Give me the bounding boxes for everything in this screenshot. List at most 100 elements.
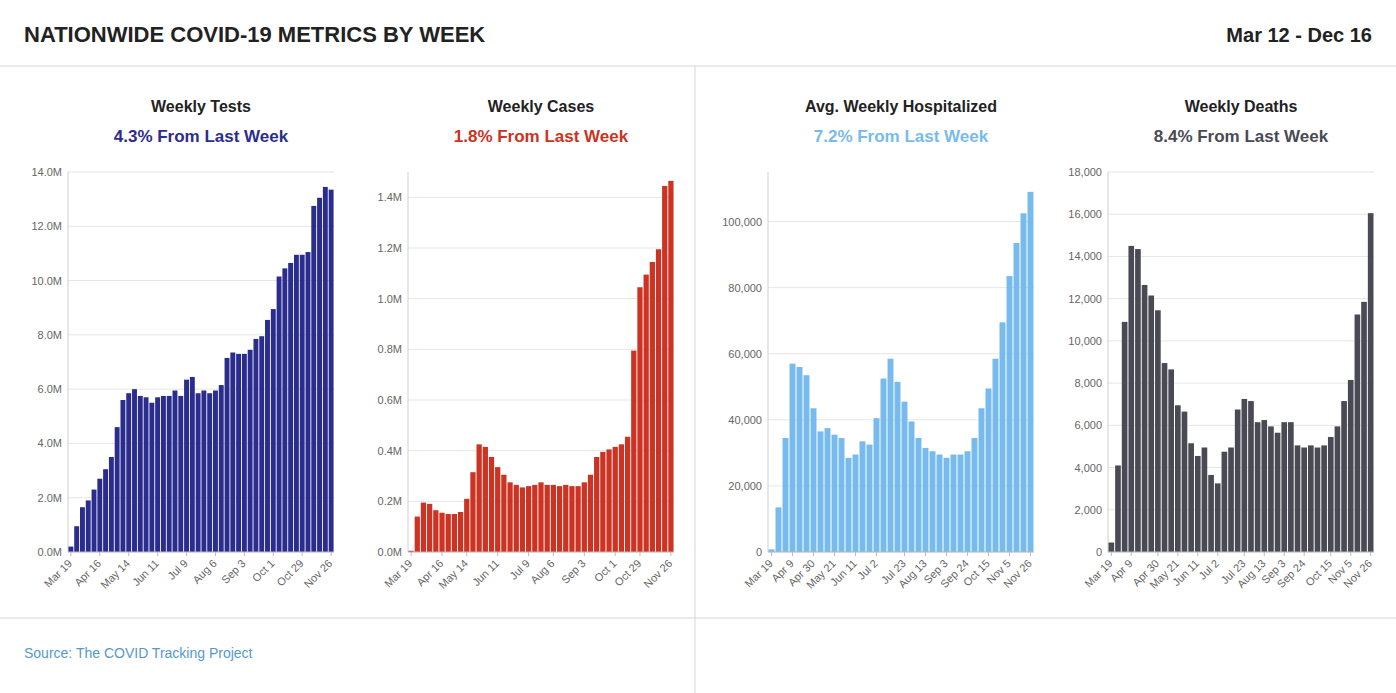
- bar: [167, 396, 172, 552]
- bar: [1248, 401, 1254, 552]
- y-tick-label: 2.0M: [38, 492, 62, 504]
- x-tick: [792, 552, 793, 556]
- chart: NATIONWIDE COVID-19 METRICS BY WEEK Mar 1…: [0, 0, 1396, 693]
- y-tick-label: 1.0M: [378, 293, 402, 305]
- bar: [1115, 465, 1121, 552]
- bars: [408, 181, 673, 552]
- bar: [613, 447, 618, 552]
- panel: Weekly Deaths8.4% From Last Week02,0004,…: [1068, 98, 1374, 591]
- bar: [207, 393, 212, 552]
- bar: [452, 514, 457, 552]
- grid-line: [1108, 552, 1374, 553]
- panel-title: Weekly Tests: [151, 98, 251, 115]
- x-tick: [615, 552, 616, 556]
- x-tick-label: Mar 19: [382, 557, 415, 590]
- grid-line: [408, 349, 674, 350]
- bar: [1275, 433, 1281, 552]
- x-tick-label: Jun 11: [828, 557, 859, 588]
- pct-change: 8.4% From Last Week: [1154, 127, 1329, 146]
- x-tick: [1350, 552, 1351, 556]
- bar: [271, 309, 276, 552]
- bar: [972, 438, 978, 552]
- x-tick: [99, 552, 100, 556]
- bar: [1208, 475, 1214, 552]
- bar: [277, 277, 282, 553]
- bar: [520, 487, 525, 552]
- bar: [563, 485, 568, 552]
- y-tick-label: 0.2M: [378, 495, 402, 507]
- bar: [1188, 443, 1194, 552]
- y-tick-label: 0.0M: [38, 546, 62, 558]
- bar: [1168, 369, 1174, 552]
- bar: [213, 391, 218, 553]
- bar: [1155, 310, 1161, 552]
- y-tick-label: 1.2M: [378, 242, 402, 254]
- bar: [514, 485, 519, 552]
- y-tick-label: 10,000: [1068, 335, 1102, 347]
- bar: [979, 408, 985, 552]
- bar: [902, 402, 908, 552]
- bar: [144, 397, 149, 552]
- bar: [294, 255, 299, 552]
- y-tick-label: 0.0M: [378, 546, 402, 558]
- y-tick-label: 8.0M: [38, 329, 62, 341]
- x-tick-label: Jun 11: [470, 557, 501, 588]
- x-tick: [813, 552, 814, 556]
- bar: [80, 507, 85, 552]
- bar: [631, 351, 636, 552]
- bar: [300, 255, 305, 552]
- y-tick-label: 20,000: [728, 480, 762, 492]
- bar: [1261, 420, 1267, 552]
- bar: [1128, 246, 1134, 552]
- x-tick: [1157, 552, 1158, 556]
- x-tick: [1111, 552, 1112, 556]
- x-tick: [925, 552, 926, 556]
- bar: [483, 447, 488, 552]
- bar: [986, 388, 992, 552]
- x-tick: [331, 552, 332, 556]
- bar: [109, 457, 114, 552]
- bar: [458, 512, 463, 552]
- bar: [1228, 448, 1234, 553]
- bar: [909, 421, 915, 552]
- bar: [501, 475, 506, 552]
- x-tick: [1009, 552, 1010, 556]
- bar: [1341, 401, 1347, 552]
- bar: [532, 485, 537, 552]
- bar: [923, 448, 929, 552]
- bar: [1142, 285, 1148, 552]
- header-rule: [0, 66, 1396, 67]
- bar: [575, 486, 580, 552]
- y-tick-label: 14.0M: [31, 166, 62, 178]
- bar: [329, 190, 334, 552]
- bar: [1368, 213, 1374, 552]
- bar: [433, 510, 438, 552]
- y-axis-line: [68, 172, 69, 552]
- bar: [323, 187, 328, 552]
- y-tick-label: 10.0M: [31, 275, 62, 287]
- bar: [832, 435, 838, 552]
- bar: [74, 526, 79, 552]
- title: NATIONWIDE COVID-19 METRICS BY WEEK: [24, 22, 485, 47]
- x-tick: [967, 552, 968, 556]
- bar: [1108, 543, 1114, 553]
- x-tick: [411, 552, 412, 556]
- grid-line: [768, 287, 1034, 288]
- bar: [495, 467, 500, 552]
- grid-line: [768, 552, 1034, 553]
- bar: [895, 382, 901, 552]
- bar: [818, 431, 824, 552]
- y-tick-label: 40,000: [728, 414, 762, 426]
- x-tick-label: Oct 29: [274, 557, 305, 588]
- x-tick-label: Jul 2: [855, 557, 880, 582]
- bar: [236, 354, 241, 552]
- x-tick: [1330, 552, 1331, 556]
- x-tick: [1217, 552, 1218, 556]
- y-tick-label: 80,000: [728, 282, 762, 294]
- y-tick-label: 1.4M: [378, 191, 402, 203]
- bar: [1235, 410, 1241, 553]
- x-tick: [1370, 552, 1371, 556]
- bar: [415, 517, 420, 552]
- x-tick: [1030, 552, 1031, 556]
- bar: [196, 393, 201, 552]
